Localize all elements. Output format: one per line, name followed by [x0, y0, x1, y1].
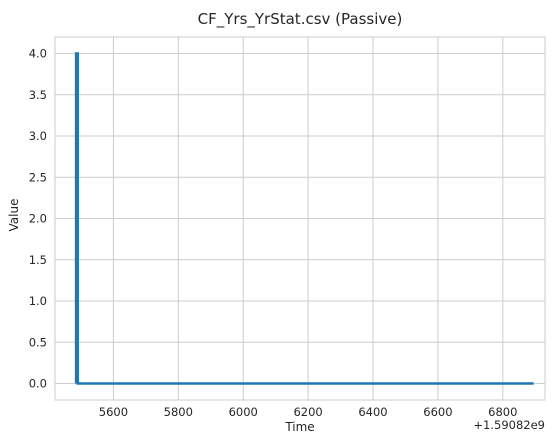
- series-layer: [74, 52, 534, 385]
- x-tick-label: 6800: [488, 405, 517, 419]
- y-tick-label: 1.5: [29, 253, 47, 267]
- y-tick-label: 0.0: [29, 377, 47, 391]
- series-line: [74, 52, 534, 385]
- x-tick-label: 6400: [358, 405, 387, 419]
- plot-frame: [54, 36, 546, 401]
- y-tick-label: 3.5: [29, 88, 47, 102]
- x-tick-labels: 5600 5800 6000 6200 6400 6600 6800: [99, 405, 518, 419]
- x-tick-label: 6200: [293, 405, 322, 419]
- x-tick-label: 5800: [164, 405, 193, 419]
- y-tick-label: 4.0: [29, 47, 47, 61]
- x-offset-label: +1.59082e9: [473, 418, 545, 432]
- x-tick-label: 6000: [229, 405, 258, 419]
- chart-title: CF_Yrs_YrStat.csv (Passive): [198, 10, 403, 29]
- y-tick-label: 0.5: [29, 335, 47, 349]
- x-tick-label: 6600: [423, 405, 452, 419]
- y-tick-label: 3.0: [29, 129, 47, 143]
- y-tick-label: 2.0: [29, 212, 47, 226]
- y-tick-labels: 0.0 0.5 1.0 1.5 2.0 2.5 3.0 3.5 4.0: [29, 47, 47, 391]
- y-tick-label: 1.0: [29, 294, 47, 308]
- y-tick-label: 2.5: [29, 170, 47, 184]
- x-axis-label: Time: [284, 420, 314, 434]
- y-axis-label: Value: [7, 199, 21, 232]
- x-tick-label: 5600: [99, 405, 128, 419]
- grid-lines: [54, 36, 546, 401]
